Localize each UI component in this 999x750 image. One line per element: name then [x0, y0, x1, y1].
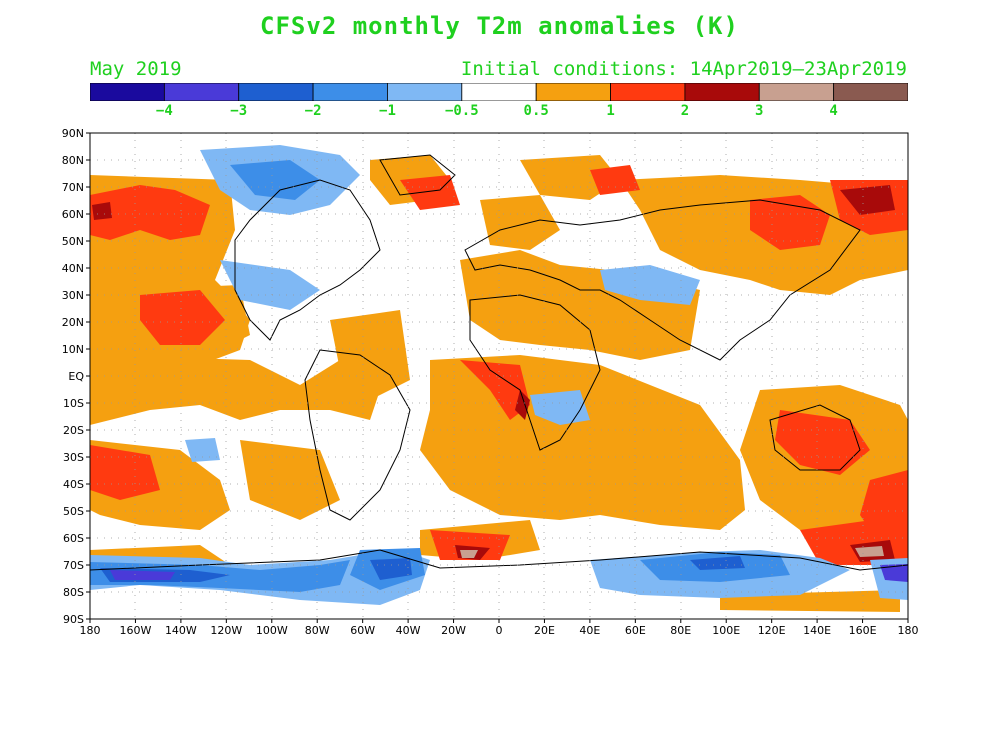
colorbar-swatch: [833, 83, 908, 101]
colorbar-tick-label: −0.5: [444, 103, 479, 119]
latitude-label: 50S: [63, 505, 84, 518]
colorbar-tick-label: 2: [680, 103, 690, 119]
anomaly-map: 90N 80N 70N 60N 50N 40N 30N 20N 10N EQ 10S 20S 30S 40…: [0, 120, 999, 640]
latitude-label: 60S: [63, 532, 84, 545]
colorbar-tick-label: −3: [230, 103, 248, 119]
longitude-label: 160W: [120, 624, 152, 637]
colorbar: [90, 83, 908, 101]
longitude-label: 40W: [396, 624, 421, 637]
latitude-label: 20S: [63, 424, 84, 437]
colorbar-swatch: [610, 83, 686, 101]
colorbar-swatch: [535, 83, 611, 101]
valid-month: May 2019: [90, 58, 182, 80]
latitude-label: 90N: [62, 127, 84, 140]
latitude-label: 20N: [62, 316, 84, 329]
longitude-label: 120W: [210, 624, 242, 637]
latitude-label: EQ: [68, 370, 84, 383]
latitude-label: 40S: [63, 478, 84, 491]
longitude-label: 180: [898, 624, 919, 637]
longitude-label: 140W: [165, 624, 197, 637]
colorbar-tick-label: 1: [606, 103, 615, 119]
latitude-label: 50N: [62, 235, 84, 248]
colorbar-swatch: [163, 83, 240, 101]
longitude-label: 160E: [849, 624, 877, 637]
colorbar-tick-label: 0.5: [523, 103, 549, 119]
longitude-label: 20E: [534, 624, 555, 637]
longitude-label: 0: [496, 624, 503, 637]
extreme-warm-regions: [460, 546, 884, 558]
colorbar-swatch: [312, 83, 388, 101]
colorbar-swatch: [238, 83, 314, 101]
colorbar-swatch: [684, 83, 760, 101]
latitude-label: 70S: [63, 559, 84, 572]
latitude-label: 80N: [62, 154, 84, 167]
longitude-label: 60E: [625, 624, 646, 637]
colorbar-tick-label: −1: [379, 103, 396, 119]
colorbar-tick-label: 3: [755, 103, 764, 119]
colorbar-tick-label: −4: [155, 103, 173, 119]
colorbar-swatch: [387, 83, 463, 101]
longitude-label: 120E: [758, 624, 786, 637]
latitude-label: 10S: [63, 397, 84, 410]
colorbar-tick-label: 4: [829, 103, 838, 119]
longitude-label: 40E: [579, 624, 600, 637]
latitude-label: 60N: [62, 208, 84, 221]
very-strong-cool-regions: [110, 564, 908, 582]
moderate-cool-regions: [90, 160, 790, 592]
latitude-label: 80S: [63, 586, 84, 599]
latitude-label: 10N: [62, 343, 84, 356]
longitude-label: 80W: [305, 624, 330, 637]
latitude-axis: 90N 80N 70N 60N 50N 40N 30N 20N 10N EQ 10S 20S 30S 40…: [62, 127, 90, 626]
map-title: CFSv2 monthly T2m anomalies (K): [260, 12, 739, 40]
latitude-label: 30S: [63, 451, 84, 464]
colorbar-swatch: [90, 83, 165, 101]
longitude-label: 80E: [670, 624, 691, 637]
longitude-label: 60W: [350, 624, 375, 637]
longitude-label: 20W: [441, 624, 466, 637]
longitude-label: 140E: [803, 624, 831, 637]
coastlines: [90, 154, 908, 571]
latitude-label: 70N: [62, 181, 84, 194]
colorbar-swatch: [758, 83, 835, 101]
colorbar-swatch: [461, 83, 537, 101]
latitude-label: 90S: [63, 613, 84, 626]
latitude-label: 30N: [62, 289, 84, 302]
longitude-axis: 180 160W 140W 120W 100W 80W 60W 40W 20W 0 20E 40E 60…: [80, 619, 919, 637]
colorbar-tick-label: −2: [304, 103, 322, 119]
longitude-label: 100E: [712, 624, 740, 637]
longitude-label: 100W: [256, 624, 288, 637]
latitude-label: 40N: [62, 262, 84, 275]
initial-conditions: Initial conditions: 14Apr2019–23Apr2019: [460, 58, 907, 80]
longitude-label: 180: [80, 624, 101, 637]
